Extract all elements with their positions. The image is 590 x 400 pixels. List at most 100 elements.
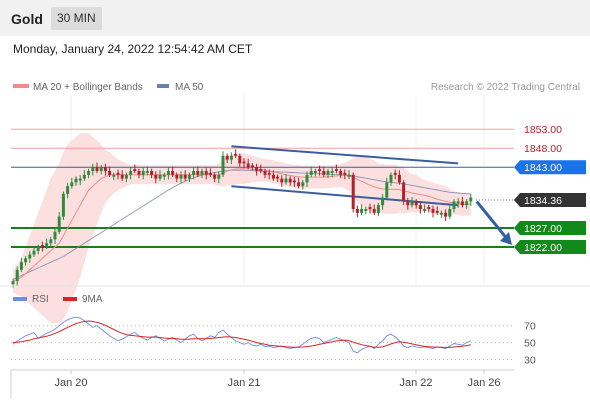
candle-body (297, 182, 301, 187)
legend-rsi-label: RSI (32, 294, 49, 305)
candle-body (99, 167, 103, 171)
candle-body (238, 155, 242, 164)
candle-body (406, 201, 410, 206)
x-tick-label: Jan 20 (54, 377, 87, 389)
candle-body (133, 169, 137, 171)
candle-body (250, 165, 254, 168)
candle-body (372, 209, 376, 213)
candle-body (196, 171, 200, 175)
candle-body (334, 169, 338, 171)
channel-upper-line (231, 145, 459, 165)
candle-body (423, 209, 427, 211)
level-tag-1827.00 (514, 221, 586, 235)
candle-body (208, 172, 212, 175)
candle-body (36, 247, 40, 251)
candle-body (112, 174, 116, 177)
candle-body (305, 174, 309, 183)
level-tag-1843.00 (514, 160, 586, 175)
candle-body (24, 258, 28, 263)
level-labels: 1853.00 1848.00 1843.00 1827.00 1822.00 1834.… (514, 124, 586, 254)
candle-body (183, 174, 187, 179)
rsi-lines (12, 316, 471, 354)
rsi-tick-30: 30 (524, 355, 536, 367)
legend-rsi-swatch (13, 297, 27, 301)
candle-body (347, 174, 351, 177)
rsi-ma-line (12, 320, 471, 348)
candle-body (292, 180, 296, 183)
candle-body (351, 174, 355, 209)
candle-body (32, 250, 36, 255)
bollinger-band-area (13, 133, 471, 323)
candle-body (276, 176, 280, 179)
ma50-line (12, 169, 471, 280)
candle-body (444, 212, 448, 217)
rsi-tick-50: 50 (524, 338, 536, 350)
candle-body (259, 169, 263, 171)
candle-body (19, 262, 23, 270)
candle-body (108, 171, 112, 175)
level-label-1853.00: 1853.00 (524, 124, 562, 136)
candle-body (137, 171, 141, 175)
candle-body (385, 182, 389, 198)
candle-body (364, 209, 368, 211)
legend-rsi-ma-swatch (63, 297, 77, 301)
candlesticks (11, 149, 473, 288)
candle-body (435, 210, 439, 213)
candle-body (28, 254, 32, 259)
ma20-line (12, 168, 471, 282)
candle-body (116, 172, 120, 175)
candle-body (368, 207, 372, 209)
forecast-arrow-shaft (475, 200, 510, 241)
candle-body (171, 171, 175, 175)
candle-body (267, 172, 271, 175)
candle-body (70, 182, 74, 187)
candle-body (418, 205, 422, 209)
candle-body (162, 174, 166, 177)
candle-body (103, 167, 107, 171)
candle-body (381, 197, 385, 206)
candle-body (74, 178, 78, 183)
candle-body (154, 174, 158, 179)
candle-body (57, 216, 61, 232)
candle-body (49, 239, 53, 244)
candle-body (221, 155, 225, 175)
candle-body (330, 171, 334, 173)
candle-body (410, 201, 414, 206)
candle-body (95, 167, 99, 171)
candle-body (427, 207, 431, 209)
level-label-1848.00: 1848.00 (524, 143, 562, 155)
candle-body (376, 205, 380, 213)
candle-body (301, 182, 305, 187)
timeframe-button[interactable]: 30 MIN (51, 7, 102, 30)
candle-body (78, 178, 82, 181)
candle-body (53, 231, 57, 240)
candle-body (271, 174, 275, 179)
candle-body (229, 155, 233, 160)
legend-ma20-label: MA 20 + Bollinger Bands (33, 82, 143, 93)
candle-body (255, 167, 259, 171)
candle-body (91, 167, 95, 171)
candle-body (166, 171, 170, 175)
forecast-arrow-head (500, 232, 512, 245)
candle-body (402, 182, 406, 202)
candle-body (66, 186, 70, 194)
rsi-legend: RSI 9MA (13, 294, 103, 305)
candle-body (452, 201, 456, 209)
support-resistance-levels (11, 128, 514, 248)
legend-ma50-swatch (157, 84, 169, 88)
candle-body (179, 174, 183, 179)
candle-body (284, 178, 288, 183)
candle-body (313, 171, 317, 173)
candle-body (355, 209, 359, 213)
legend-ma20-swatch (13, 84, 29, 88)
candle-body (393, 172, 397, 175)
candle-body (124, 174, 128, 179)
candle-body (448, 209, 452, 217)
candle-body (280, 178, 284, 183)
forecast-arrow (475, 200, 512, 245)
x-tick-label: Jan 21 (227, 377, 260, 389)
candle-body (217, 174, 221, 179)
candle-body (456, 201, 460, 204)
candle-body (439, 212, 443, 215)
